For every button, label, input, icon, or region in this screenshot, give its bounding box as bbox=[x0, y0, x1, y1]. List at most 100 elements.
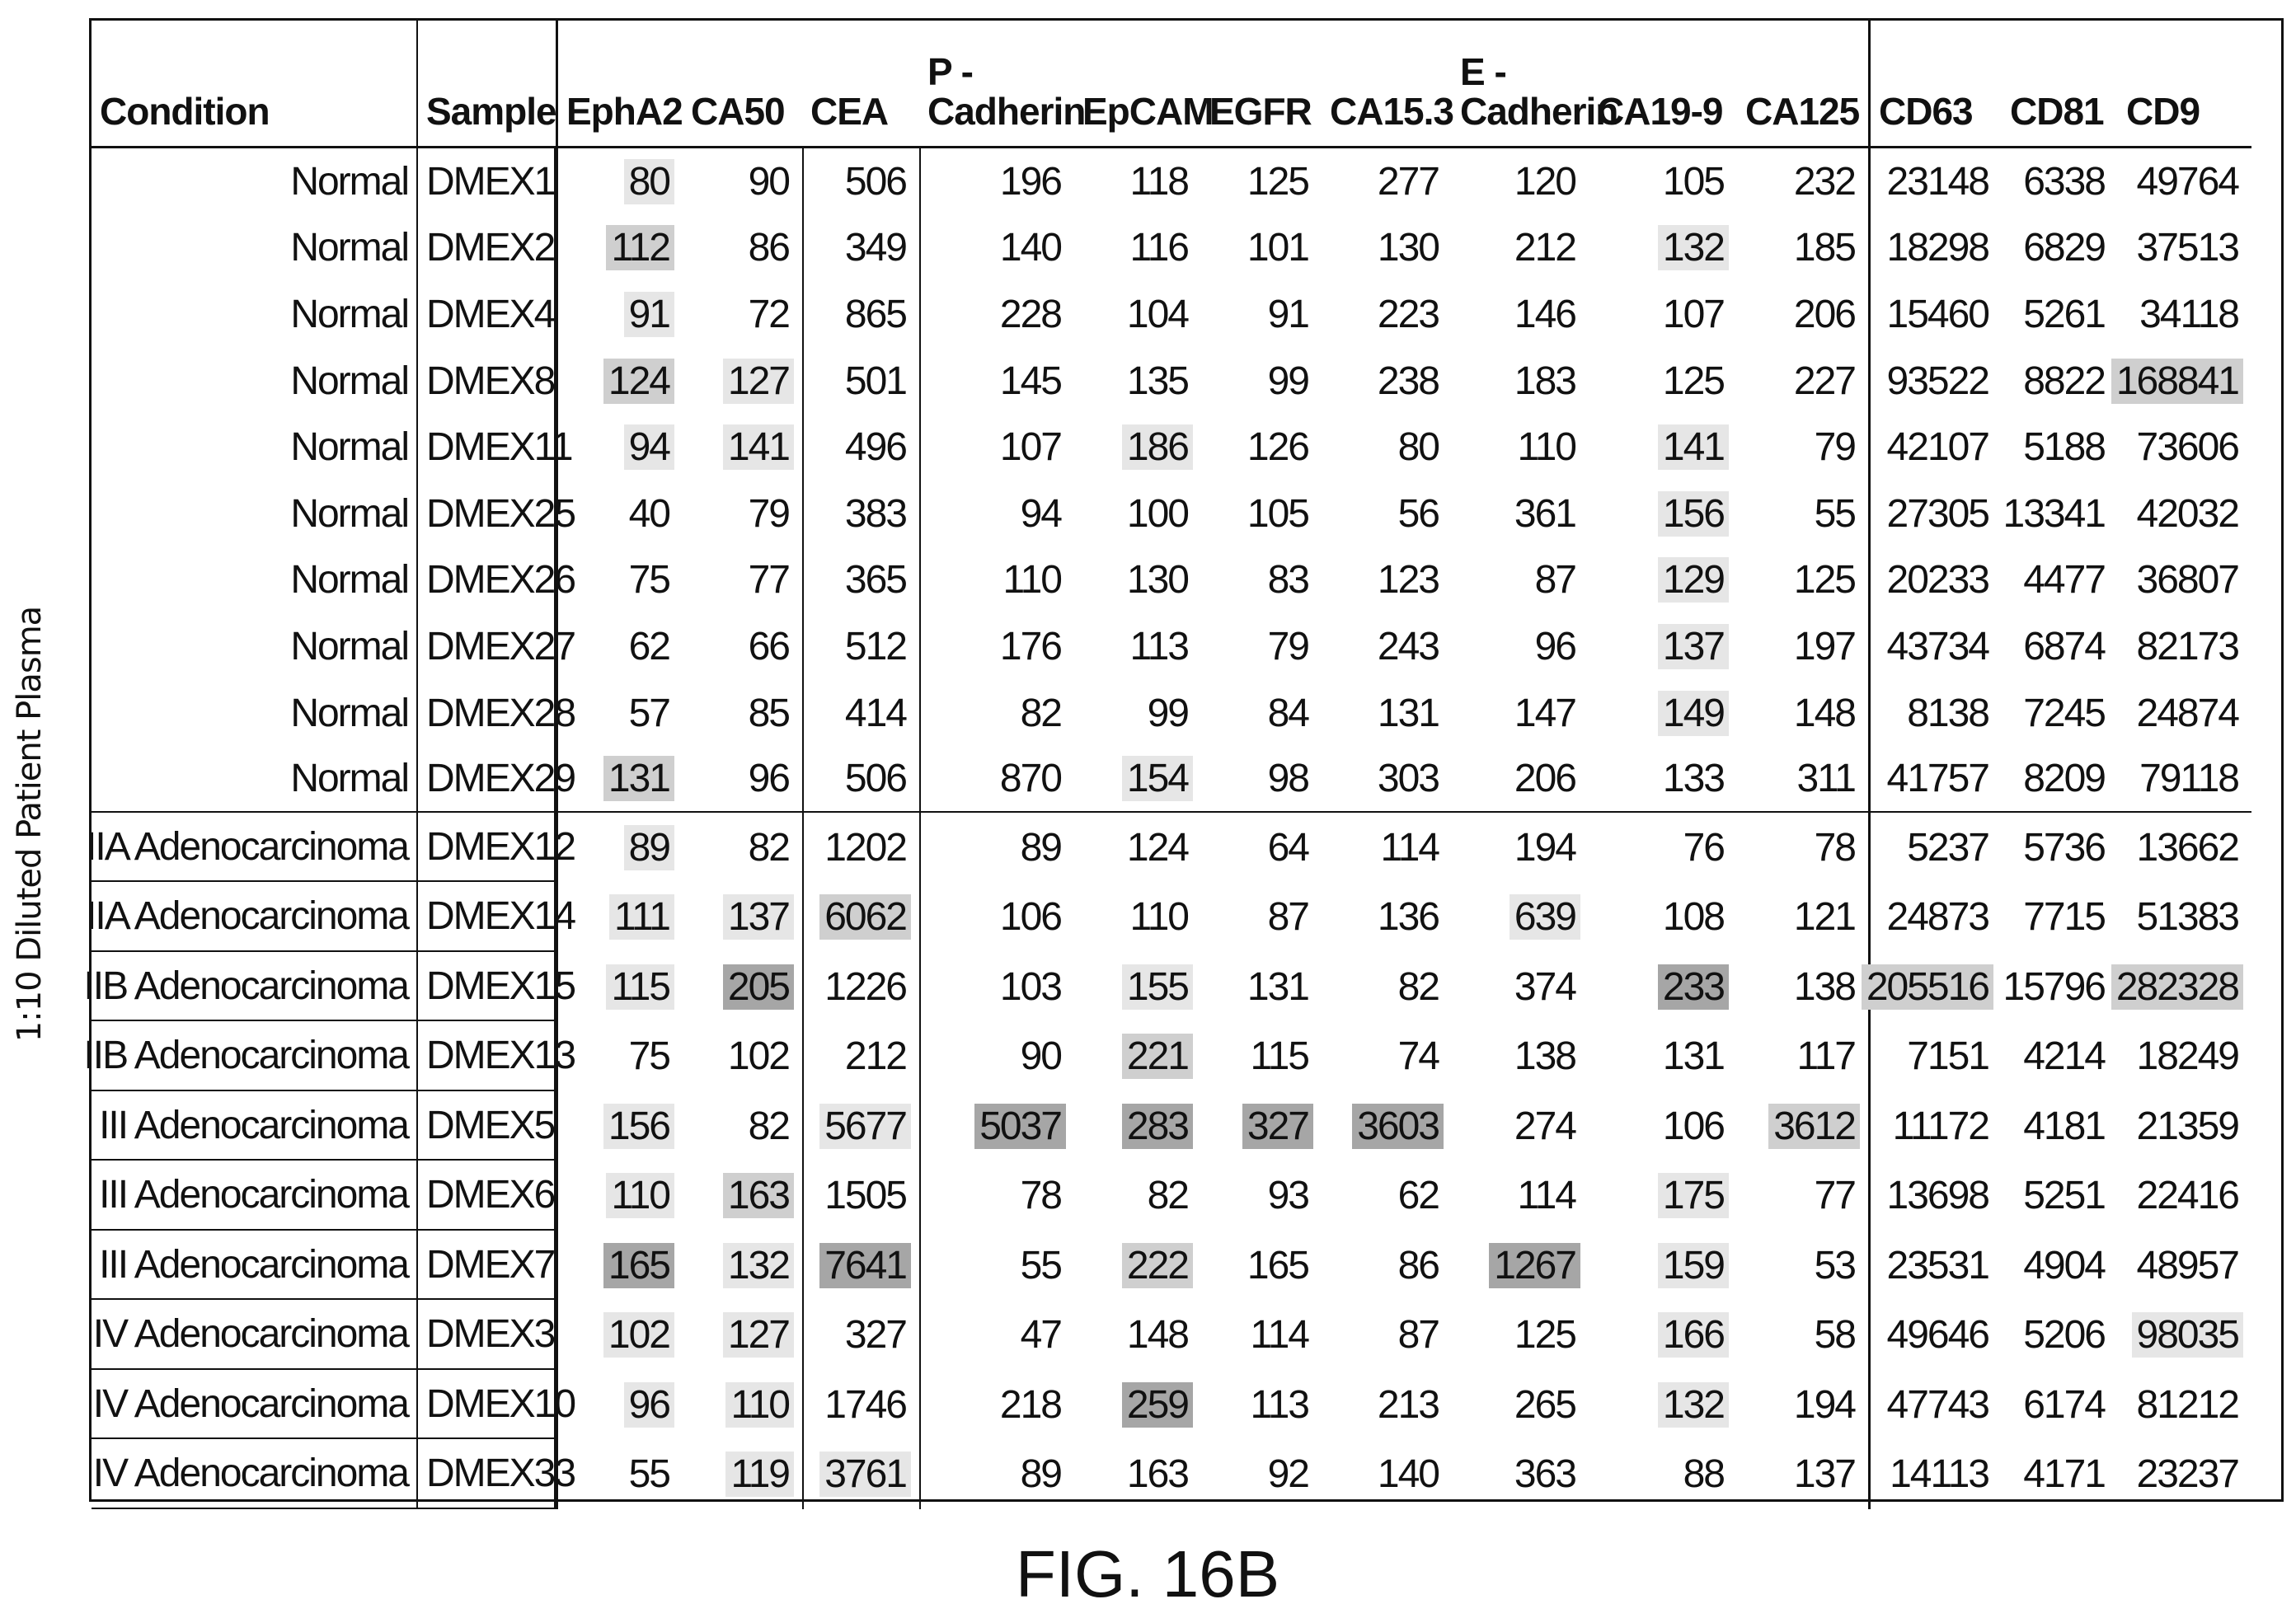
value-cell: 13662 bbox=[2136, 825, 2240, 870]
column-header: CEA bbox=[802, 21, 919, 148]
value-cell: 106 bbox=[1662, 1104, 1726, 1148]
value-cell: 24874 bbox=[2136, 691, 2240, 735]
condition-cell: Normal bbox=[290, 159, 410, 204]
column-header: CA19-9 bbox=[1589, 21, 1737, 148]
condition-cell: IIB Adenocarcinoma bbox=[83, 1021, 416, 1091]
value-cell: 77 bbox=[748, 558, 791, 603]
value-cell: 114 bbox=[1517, 1174, 1577, 1218]
column-header: EGFR bbox=[1201, 21, 1322, 148]
value-cell: 110 bbox=[919, 546, 1074, 614]
condition-cell: IV Adenocarcinoma bbox=[92, 1300, 416, 1370]
value-cell: 55 bbox=[1814, 491, 1857, 536]
value-cell: 283 bbox=[1074, 1091, 1201, 1161]
value-cell: 108 bbox=[1662, 895, 1726, 940]
value-cell: 363 bbox=[1514, 1452, 1577, 1497]
value-cell: 136 bbox=[1377, 895, 1440, 940]
value-cell: 107 bbox=[919, 414, 1074, 481]
sample-cell: DMEX27 bbox=[416, 613, 576, 680]
value-cell: 327 bbox=[1201, 1091, 1322, 1161]
value-cell: 138 bbox=[1514, 1034, 1577, 1079]
column-header: CA50 bbox=[683, 21, 802, 148]
value-cell: 87 bbox=[1267, 895, 1310, 940]
condition-cell: Normal bbox=[290, 226, 410, 270]
sample-cell: DMEX10 bbox=[416, 1369, 576, 1440]
value-cell: 365 bbox=[802, 546, 919, 614]
sample-cell: DMEX3 bbox=[416, 1300, 556, 1370]
value-cell: 6174 bbox=[2023, 1382, 2106, 1427]
condition-cell: IV Adenocarcinoma bbox=[92, 1370, 416, 1440]
value-cell: 55 bbox=[919, 1230, 1074, 1301]
value-cell: 383 bbox=[802, 480, 919, 547]
sample-cell: DMEX14 bbox=[416, 882, 576, 952]
value-cell: 205 bbox=[683, 952, 802, 1022]
value-cell: 113 bbox=[1250, 1382, 1310, 1427]
value-cell: 133 bbox=[1589, 746, 1737, 813]
value-cell: 34118 bbox=[2139, 292, 2240, 336]
value-cell: 66 bbox=[748, 624, 791, 668]
value-cell: 98035 bbox=[2118, 1300, 2251, 1370]
value-cell: 138 bbox=[1793, 964, 1857, 1009]
value-cell: 124 bbox=[1126, 825, 1190, 870]
column-header: CD63 bbox=[1868, 21, 2002, 148]
sample-cell: DMEX13 bbox=[416, 1021, 576, 1091]
value-cell: 311 bbox=[1737, 746, 1868, 813]
value-cell: 62 bbox=[556, 613, 683, 680]
value-cell: 24873 bbox=[1868, 882, 2002, 952]
value-cell: 78 bbox=[1814, 825, 1857, 870]
value-cell: 47 bbox=[919, 1300, 1074, 1370]
sample-cell: DMEX26 bbox=[416, 546, 576, 614]
value-cell: 147 bbox=[1514, 691, 1577, 735]
value-cell: 233 bbox=[1589, 952, 1737, 1022]
value-cell: 159 bbox=[1589, 1231, 1737, 1301]
value-cell: 131 bbox=[1247, 964, 1310, 1009]
value-cell: 506 bbox=[802, 746, 919, 813]
value-cell: 103 bbox=[919, 951, 1074, 1022]
value-cell: 221 bbox=[1074, 1021, 1201, 1091]
value-cell: 5237 bbox=[1868, 812, 2002, 883]
value-cell: 124 bbox=[556, 347, 683, 415]
value-cell: 4181 bbox=[2023, 1104, 2106, 1148]
column-header: CA15.3 bbox=[1322, 21, 1454, 148]
value-cell: 115 bbox=[1250, 1034, 1310, 1079]
value-cell: 40 bbox=[556, 480, 683, 547]
value-cell: 78 bbox=[919, 1161, 1074, 1231]
value-cell: 865 bbox=[802, 281, 919, 348]
value-cell: 41757 bbox=[1868, 746, 2002, 813]
value-cell: 196 bbox=[919, 148, 1074, 215]
data-table: Condition Sample EphA2 CA50 CEA P - Cadherin E… bbox=[83, 18, 2284, 1509]
value-cell: 4477 bbox=[2023, 558, 2106, 603]
value-cell: 82 bbox=[919, 679, 1074, 747]
column-header: Condition bbox=[92, 21, 416, 148]
value-cell: 183 bbox=[1514, 359, 1577, 403]
value-cell: 303 bbox=[1322, 746, 1452, 813]
value-cell: 243 bbox=[1377, 624, 1440, 668]
value-cell: 259 bbox=[1074, 1370, 1201, 1440]
value-cell: 93522 bbox=[1868, 347, 2002, 415]
value-cell: 55 bbox=[556, 1439, 683, 1509]
value-cell: 49764 bbox=[2136, 159, 2240, 204]
value-cell: 186 bbox=[1074, 414, 1201, 481]
value-cell: 7151 bbox=[1868, 1021, 2002, 1091]
value-cell: 238 bbox=[1377, 359, 1440, 403]
value-cell: 131 bbox=[1377, 691, 1440, 735]
value-cell: 80 bbox=[1397, 425, 1440, 470]
value-cell: 137 bbox=[1793, 1452, 1857, 1497]
value-cell: 114 bbox=[1380, 825, 1440, 870]
value-cell: 506 bbox=[802, 148, 919, 215]
value-cell: 132 bbox=[1589, 215, 1737, 282]
column-header: CD81 bbox=[2002, 21, 2118, 148]
value-cell: 5677 bbox=[802, 1090, 919, 1161]
value-cell: 127 bbox=[683, 1300, 802, 1370]
value-cell: 87 bbox=[1534, 558, 1577, 603]
value-cell: 131 bbox=[556, 746, 683, 813]
column-header: Sample bbox=[416, 21, 557, 148]
value-cell: 206 bbox=[1452, 746, 1589, 813]
value-cell: 149 bbox=[1589, 680, 1737, 747]
value-cell: 115 bbox=[556, 951, 683, 1022]
value-cell: 3612 bbox=[1737, 1091, 1868, 1161]
value-cell: 11172 bbox=[1868, 1090, 2002, 1161]
value-cell: 6062 bbox=[802, 882, 919, 952]
value-cell: 277 bbox=[1377, 159, 1440, 204]
value-cell: 212 bbox=[802, 1021, 919, 1091]
value-cell: 148 bbox=[1793, 691, 1857, 735]
